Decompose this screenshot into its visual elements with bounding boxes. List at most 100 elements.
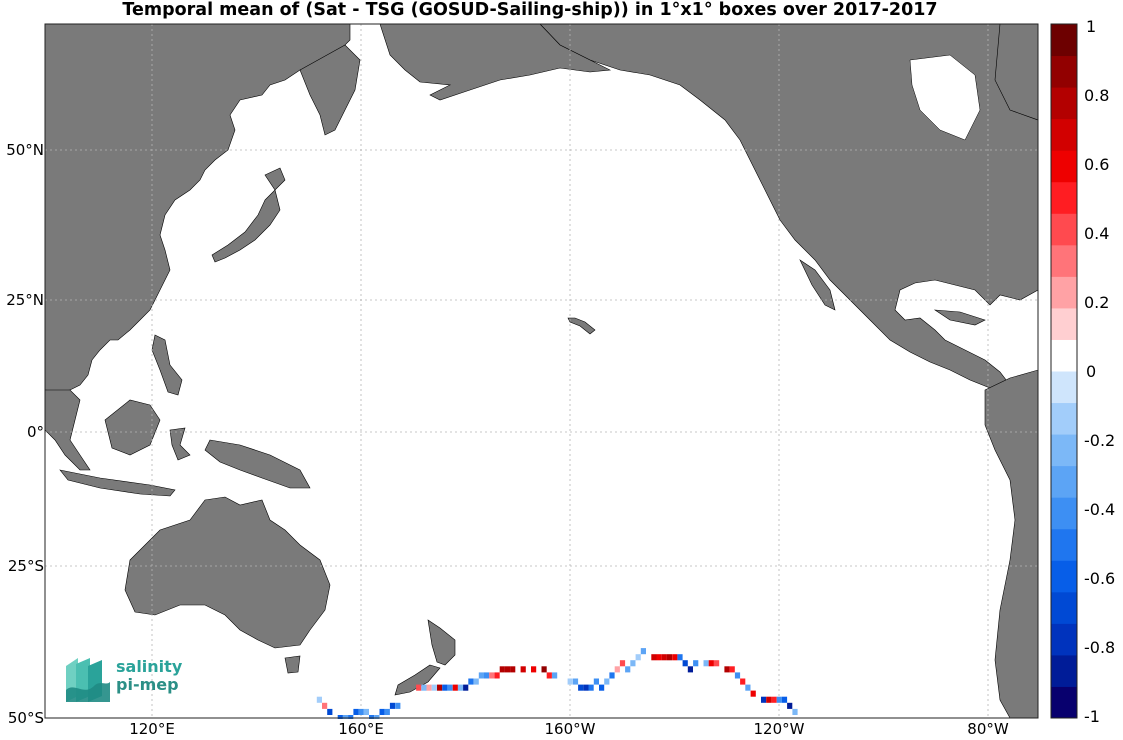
hudson-bay [909,54,981,141]
heatmap-cell [776,696,782,703]
colorbar-segment [1051,434,1077,467]
heatmap-cell [374,715,380,719]
colorbar-label-0.8: 0.8 [1084,86,1110,105]
heatmap-cell [353,708,359,715]
greenland-land [994,24,1038,121]
java-land [59,469,176,497]
colorbar-segment [1051,307,1077,340]
heatmap-cell [416,684,422,691]
new-zealand-land [427,619,456,666]
colorbar-segment [1051,528,1077,561]
colorbar-label-neg-0.2: -0.2 [1084,431,1116,450]
colorbar-label-neg-1: -1 [1084,707,1100,726]
heatmap-cell [489,672,495,679]
heatmap-cell [787,702,793,709]
heatmap-cell [703,660,709,667]
heatmap-cell [421,684,427,691]
heatmap-cell [395,702,401,709]
heatmap-cell [520,666,526,673]
map-grid [45,24,1038,718]
colorbar-segment [1051,402,1077,435]
heatmap-cell [588,684,594,691]
heatmap-cell [614,666,620,673]
colorbar-segment [1051,339,1077,372]
lat-tick-50n: 50°N [6,141,44,159]
lon-tick-160e: 160°E [338,720,384,738]
heatmap-cell [478,672,484,679]
colorbar-label-neg-0.8: -0.8 [1084,638,1116,657]
heatmap-cell [599,684,605,691]
sulawesi-land [169,427,191,461]
heatmap-cells [316,648,798,719]
colorbar-segment [1051,87,1077,120]
heatmap-cell [510,666,516,673]
heatmap-cell [761,696,767,703]
lon-tick-120e: 120°E [129,720,175,738]
heatmap-cell [677,654,683,661]
heatmap-cell [442,684,448,691]
heatmap-cell [745,684,751,691]
heatmap-cell [316,696,322,703]
indochina-land [45,389,91,471]
heatmap-cell [342,715,349,719]
heatmap-cell [369,715,375,719]
colorbar-segment [1051,686,1077,719]
colorbar-segment [1051,181,1077,214]
heatmap-cell [734,672,741,679]
new-guinea-land [204,439,311,489]
heatmap-cell [724,666,730,673]
colorbar-segment [1051,150,1077,183]
lat-tick-25n: 25°N [6,291,44,309]
heatmap-cell [322,702,328,709]
heatmap-cell [687,666,693,673]
heatmap-cell [682,660,688,667]
hokkaido-land [264,167,286,191]
heatmap-cell [348,715,354,719]
heatmap-cell [447,684,453,691]
heatmap-cell [672,654,678,661]
heatmap-cell [604,678,610,685]
heatmap-cell [609,672,615,679]
heatmap-cell [494,672,500,679]
heatmap-cell [583,684,589,691]
lon-tick-80w: 80°W [967,720,1009,738]
heatmap-cell [630,660,636,667]
heatmap-cell [499,666,505,673]
colorbar-segment [1051,371,1077,404]
heatmap-cell [327,708,333,715]
heatmap-cell [766,696,772,703]
logo-text-pi-mep: pi-mep [116,675,179,694]
heatmap-cell [552,672,558,679]
colorbar-border [1050,23,1078,719]
heatmap-cell [661,654,667,661]
cuba-land [933,309,986,326]
south-america-land [984,369,1038,718]
heatmap-cell [693,660,699,667]
lat-tick-0: 0° [26,423,44,441]
heatmap-cell [546,672,552,679]
colorbar-segment [1051,24,1077,57]
heatmap-cell [484,672,490,679]
heatmap-cell [389,702,396,709]
heatmap-cell [781,696,788,703]
heatmap-cell [531,666,537,673]
heatmap-cell [473,678,479,685]
heatmap-cell [740,678,746,685]
heatmap-cell [750,690,756,697]
chart-title: Temporal mean of (Sat - TSG (GOSUD-Saili… [122,0,938,20]
colorbar-segment [1051,591,1077,624]
kamchatka-land [299,44,361,136]
heatmap-cell [572,678,579,685]
heatmap-cell [431,684,437,691]
heatmap-cell [379,708,385,715]
heatmap-cell [363,708,369,715]
baja-land [799,259,836,311]
colorbar-label-neg-0.6: -0.6 [1084,569,1116,588]
colorbar-segment [1051,654,1077,687]
colorbar-segment [1051,276,1077,309]
heatmap-cell [635,654,641,661]
heatmap-cell [567,678,573,685]
heatmap-cell [656,654,662,661]
heatmap-cell [468,678,474,685]
lat-tick-25s: 25°S [7,557,44,575]
